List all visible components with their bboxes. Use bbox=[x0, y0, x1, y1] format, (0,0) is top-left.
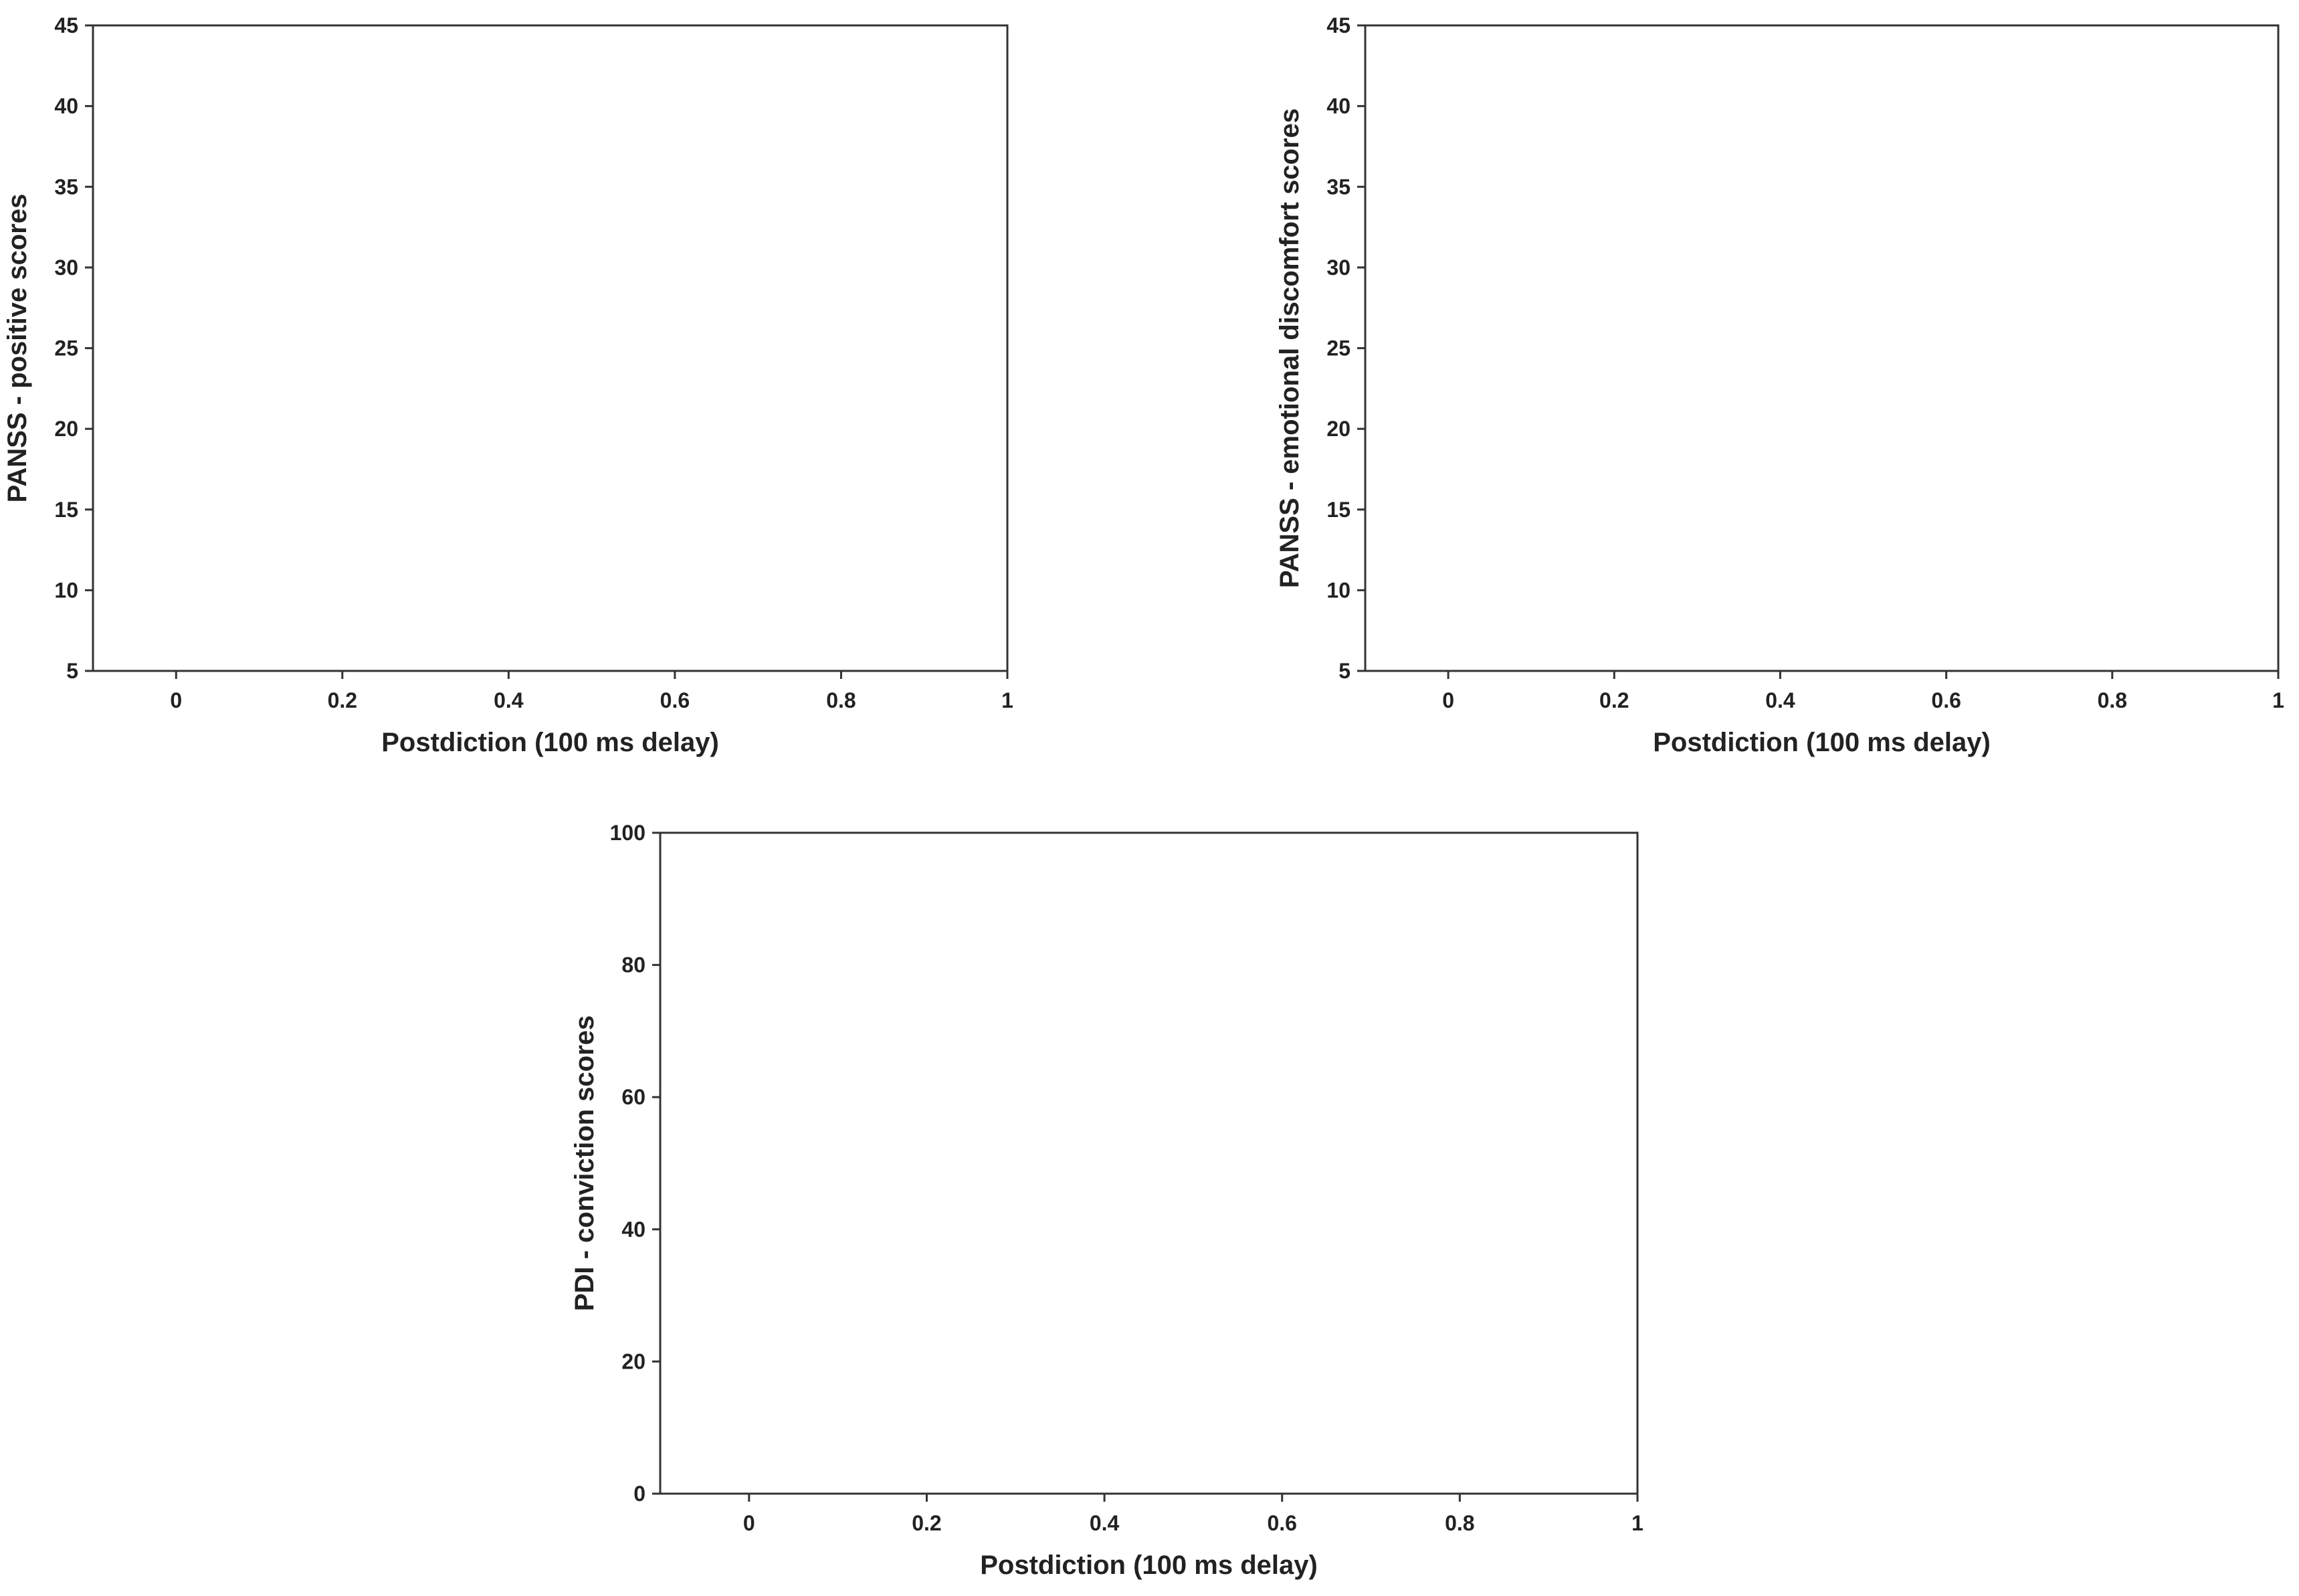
y-tick-label: 10 bbox=[54, 578, 78, 602]
x-tick-label: 0.4 bbox=[1090, 1511, 1120, 1535]
panel-pdi-conviction: 0 0.2 0.4 0.6 0.8 1 0 20 40 60 80 100 Postdiction (1… bbox=[570, 821, 1643, 1580]
plot-frame bbox=[659, 831, 1639, 1495]
plot-frame bbox=[1364, 24, 2280, 672]
y-tick-label: 25 bbox=[1326, 336, 1351, 361]
x-tick-label: 1 bbox=[2272, 688, 2284, 712]
panel-panss-positive: 0 0.2 0.4 0.6 0.8 151015202530354045Postdicti… bbox=[3, 13, 1013, 757]
y-tick-label: 35 bbox=[54, 175, 78, 199]
y-tick-label: 20 bbox=[621, 1349, 645, 1373]
y-tick-label: 80 bbox=[621, 953, 645, 977]
y-tick-label: 15 bbox=[54, 498, 78, 522]
x-tick-label: 0.6 bbox=[1931, 688, 1961, 712]
y-tick-label: 100 bbox=[610, 821, 645, 845]
x-axis-label: Postdiction (100 ms delay) bbox=[980, 1551, 1318, 1580]
panel-panss-emotional-discomfort: 0 0.2 0.4 0.6 0.8 151015202530354045Postdicti… bbox=[1275, 13, 2284, 757]
y-tick-label: 20 bbox=[54, 417, 78, 441]
y-tick-label: 5 bbox=[1338, 659, 1351, 683]
x-axis-label: Postdiction (100 ms delay) bbox=[1653, 728, 1991, 757]
x-tick-label: 0.6 bbox=[660, 688, 690, 712]
y-tick-label: 0 bbox=[633, 1482, 645, 1506]
plot-frame bbox=[92, 24, 1009, 672]
y-tick-label: 15 bbox=[1326, 498, 1351, 522]
y-axis-label: PANSS - positive scores bbox=[3, 194, 32, 503]
x-tick-label: 0 bbox=[743, 1511, 755, 1535]
y-tick-label: 5 bbox=[66, 659, 78, 683]
y-tick-label: 30 bbox=[1326, 256, 1351, 280]
x-tick-label: 0.8 bbox=[2098, 688, 2127, 712]
x-tick-label: 0.8 bbox=[826, 688, 856, 712]
y-tick-label: 45 bbox=[54, 13, 78, 37]
x-tick-label: 1 bbox=[1631, 1511, 1643, 1535]
x-tick-label: 0.2 bbox=[912, 1511, 941, 1535]
y-tick-label: 45 bbox=[1326, 13, 1351, 37]
x-tick-label: 0.6 bbox=[1267, 1511, 1296, 1535]
y-tick-label: 40 bbox=[621, 1217, 645, 1241]
y-tick-label: 60 bbox=[621, 1085, 645, 1109]
x-tick-label: 0.4 bbox=[1765, 688, 1795, 712]
x-axis-label: Postdiction (100 ms delay) bbox=[381, 728, 719, 757]
x-tick-label: 0 bbox=[170, 688, 182, 712]
y-tick-label: 40 bbox=[54, 94, 78, 118]
y-axis-label: PDI - conviction scores bbox=[570, 1015, 599, 1311]
y-tick-label: 40 bbox=[1326, 94, 1351, 118]
y-tick-label: 35 bbox=[1326, 175, 1351, 199]
x-tick-label: 0.8 bbox=[1445, 1511, 1474, 1535]
x-tick-label: 0.4 bbox=[494, 688, 524, 712]
x-tick-label: 0 bbox=[1442, 688, 1454, 712]
x-tick-label: 1 bbox=[1001, 688, 1013, 712]
y-tick-label: 25 bbox=[54, 336, 78, 361]
x-tick-label: 0.2 bbox=[1599, 688, 1629, 712]
x-tick-label: 0.2 bbox=[328, 688, 357, 712]
y-tick-label: 30 bbox=[54, 256, 78, 280]
y-tick-label: 20 bbox=[1326, 417, 1351, 441]
y-tick-label: 10 bbox=[1326, 578, 1351, 602]
y-axis-label: PANSS - emotional discomfort scores bbox=[1275, 108, 1304, 588]
